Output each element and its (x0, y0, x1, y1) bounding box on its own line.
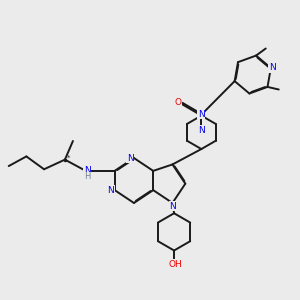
Text: O: O (174, 98, 181, 107)
Text: N: N (198, 110, 205, 118)
Text: *: * (66, 155, 70, 161)
Text: H: H (84, 172, 90, 181)
Text: N: N (107, 186, 114, 195)
Text: N: N (269, 64, 276, 73)
Text: N: N (84, 167, 90, 176)
Text: N: N (198, 126, 205, 135)
Text: N: N (169, 202, 176, 211)
Text: N: N (127, 154, 134, 163)
Text: OH: OH (169, 260, 183, 269)
